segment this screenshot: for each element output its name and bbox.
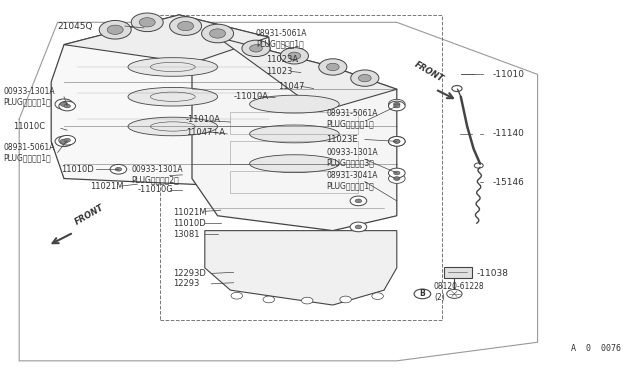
Circle shape xyxy=(301,297,313,304)
Circle shape xyxy=(60,102,68,106)
Circle shape xyxy=(64,138,70,142)
Text: 08120-61228
(2): 08120-61228 (2) xyxy=(434,282,484,302)
Text: -11010A: -11010A xyxy=(186,115,221,124)
Circle shape xyxy=(394,102,400,106)
Circle shape xyxy=(99,20,131,39)
Circle shape xyxy=(107,25,123,35)
Text: 21045Q: 21045Q xyxy=(58,22,93,31)
Text: 12293D: 12293D xyxy=(173,269,205,278)
Circle shape xyxy=(64,104,70,108)
Text: 11023A: 11023A xyxy=(266,55,298,64)
Polygon shape xyxy=(64,15,269,63)
Text: 11047: 11047 xyxy=(278,82,305,91)
Text: 11010D: 11010D xyxy=(173,219,205,228)
Circle shape xyxy=(59,135,76,145)
Text: 11021M: 11021M xyxy=(90,182,123,190)
Circle shape xyxy=(355,225,362,229)
Ellipse shape xyxy=(250,95,339,113)
Text: -11140: -11140 xyxy=(493,129,525,138)
Circle shape xyxy=(242,40,270,57)
Text: 08931-3041A
PLUGプラグ（1）: 08931-3041A PLUGプラグ（1） xyxy=(326,171,378,190)
Text: 12293: 12293 xyxy=(173,279,199,288)
Circle shape xyxy=(210,29,226,38)
Circle shape xyxy=(394,177,400,180)
Circle shape xyxy=(388,101,405,111)
Circle shape xyxy=(231,292,243,299)
Ellipse shape xyxy=(250,155,339,173)
Text: 13081: 13081 xyxy=(173,230,199,239)
Circle shape xyxy=(60,139,68,144)
Circle shape xyxy=(388,99,405,109)
Text: -15146: -15146 xyxy=(493,178,525,187)
Text: 11010D: 11010D xyxy=(61,165,93,174)
Text: 08931-5061A
PLUGプラグ（1）: 08931-5061A PLUGプラグ（1） xyxy=(256,29,307,49)
Text: 00933-1301A
PLUGプラグ（2）: 00933-1301A PLUGプラグ（2） xyxy=(131,165,183,185)
Circle shape xyxy=(388,137,405,146)
Text: 11023: 11023 xyxy=(266,67,292,76)
Text: 00933-1301A
PLUGプラグ（3）: 00933-1301A PLUGプラグ（3） xyxy=(326,148,378,168)
Circle shape xyxy=(55,99,73,109)
Circle shape xyxy=(355,199,362,203)
Circle shape xyxy=(340,296,351,303)
Ellipse shape xyxy=(128,87,218,106)
Polygon shape xyxy=(192,37,397,231)
Circle shape xyxy=(55,136,73,147)
Polygon shape xyxy=(205,231,397,305)
Circle shape xyxy=(388,168,405,178)
FancyBboxPatch shape xyxy=(444,267,472,278)
Ellipse shape xyxy=(250,125,339,143)
Circle shape xyxy=(131,13,163,32)
Text: 11023E: 11023E xyxy=(326,135,358,144)
Circle shape xyxy=(280,48,308,64)
Circle shape xyxy=(178,21,193,31)
Polygon shape xyxy=(218,37,397,112)
Circle shape xyxy=(202,24,234,43)
Circle shape xyxy=(372,293,383,299)
Circle shape xyxy=(358,74,371,82)
Circle shape xyxy=(394,140,400,143)
Text: A  0  0076: A 0 0076 xyxy=(571,344,621,353)
Circle shape xyxy=(319,59,347,75)
Circle shape xyxy=(447,289,462,298)
Text: B: B xyxy=(420,289,425,298)
Circle shape xyxy=(59,101,76,111)
Circle shape xyxy=(394,171,400,175)
Circle shape xyxy=(170,17,202,35)
Circle shape xyxy=(388,174,405,183)
Text: -11010G: -11010G xyxy=(138,185,173,194)
Ellipse shape xyxy=(128,117,218,136)
Text: 08931-5061A
PLUGプラグ（1）: 08931-5061A PLUGプラグ（1） xyxy=(3,143,54,162)
Text: 11010C: 11010C xyxy=(13,122,45,131)
Circle shape xyxy=(351,70,379,86)
Circle shape xyxy=(250,45,262,52)
Text: -11010A: -11010A xyxy=(234,92,269,101)
Circle shape xyxy=(263,296,275,303)
Polygon shape xyxy=(51,15,282,186)
Text: 08931-5061A
PLUGプラグ（1）: 08931-5061A PLUGプラグ（1） xyxy=(326,109,378,129)
Circle shape xyxy=(350,196,367,206)
Text: FRONT: FRONT xyxy=(74,203,106,227)
Circle shape xyxy=(394,104,400,108)
Text: -11010: -11010 xyxy=(493,70,525,79)
Circle shape xyxy=(288,52,301,60)
Circle shape xyxy=(414,289,431,299)
Text: FRONT: FRONT xyxy=(413,60,445,84)
Ellipse shape xyxy=(128,58,218,76)
Circle shape xyxy=(388,137,405,146)
Text: 00933-1301A
PLUGプラグ（1）: 00933-1301A PLUGプラグ（1） xyxy=(3,87,55,106)
Text: 11021M: 11021M xyxy=(173,208,206,217)
Circle shape xyxy=(326,63,339,71)
Circle shape xyxy=(140,18,156,27)
Circle shape xyxy=(115,167,122,171)
Circle shape xyxy=(110,164,127,174)
Circle shape xyxy=(350,222,367,232)
Bar xyxy=(160,15,442,320)
Text: 11047+A: 11047+A xyxy=(186,128,225,137)
Circle shape xyxy=(394,140,400,143)
Text: -11038: -11038 xyxy=(477,269,509,278)
